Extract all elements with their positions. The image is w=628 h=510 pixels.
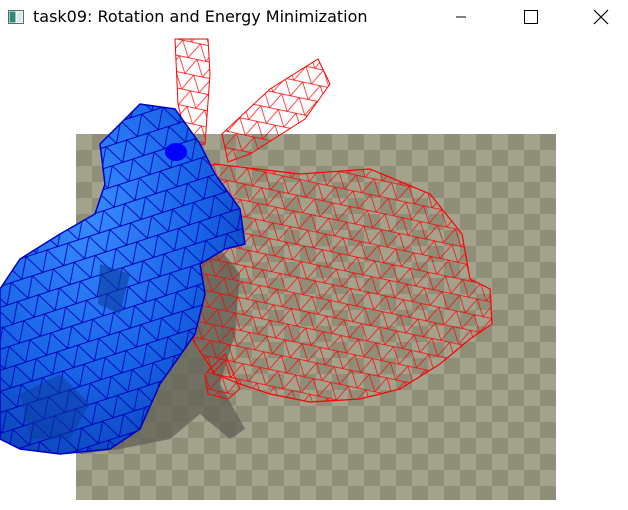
- close-icon: [593, 9, 609, 25]
- app-window-icon: [8, 9, 24, 24]
- mesh-eye: [165, 143, 187, 161]
- maximize-button[interactable]: [508, 0, 554, 34]
- title-bar[interactable]: task09: Rotation and Energy Minimization: [0, 0, 628, 34]
- window-title: task09: Rotation and Energy Minimization: [33, 7, 368, 26]
- solid-mesh: [0, 103, 246, 455]
- minimize-icon: [456, 16, 466, 18]
- close-button[interactable]: [578, 0, 624, 34]
- scene-canvas[interactable]: [0, 34, 628, 510]
- minimize-button[interactable]: [438, 0, 484, 34]
- maximize-icon: [524, 10, 538, 24]
- gl-viewport[interactable]: [0, 34, 628, 510]
